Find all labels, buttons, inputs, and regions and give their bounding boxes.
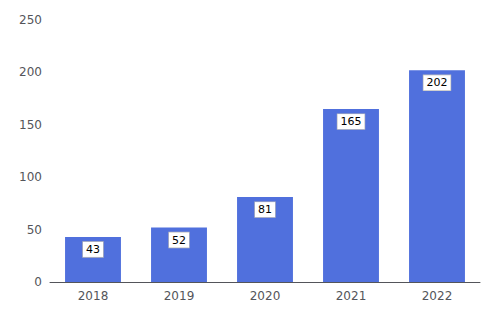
- svg-text:52: 52: [172, 234, 186, 247]
- svg-text:2020: 2020: [250, 289, 281, 303]
- svg-text:100: 100: [19, 170, 42, 184]
- svg-text:2019: 2019: [164, 289, 195, 303]
- svg-text:250: 250: [19, 13, 42, 27]
- svg-text:2021: 2021: [336, 289, 367, 303]
- svg-text:43: 43: [86, 243, 100, 256]
- svg-text:0: 0: [34, 275, 42, 289]
- svg-text:50: 50: [27, 223, 42, 237]
- svg-text:2022: 2022: [422, 289, 453, 303]
- svg-text:165: 165: [341, 115, 362, 128]
- svg-text:150: 150: [19, 118, 42, 132]
- svg-text:200: 200: [19, 65, 42, 79]
- svg-text:202: 202: [427, 76, 448, 89]
- svg-text:81: 81: [258, 203, 272, 216]
- svg-text:2018: 2018: [78, 289, 109, 303]
